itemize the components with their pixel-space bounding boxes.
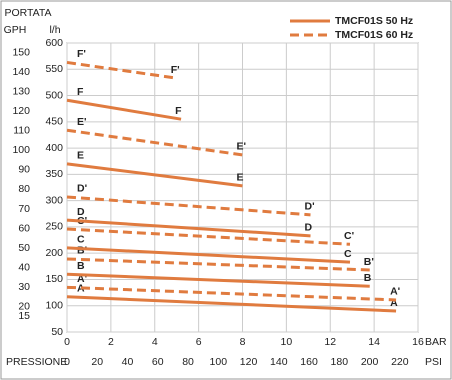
x2-tick-label: 100 [210,356,228,368]
x2-unit: PSI [425,356,442,368]
x2-tick-label: 60 [152,356,164,368]
x-tick-label: 12 [324,336,336,348]
y2-tick-label: 40 [18,261,30,273]
series-label: B' [364,256,374,268]
x-tick-label: 8 [240,336,246,348]
series-label: C [344,248,352,260]
series-line [66,128,243,157]
series-label: C' [344,230,354,242]
series-label: B' [77,245,87,257]
series-label: B [364,272,372,284]
series-label: A' [390,286,400,298]
x2-title: PRESSIONE [6,356,67,368]
x-tick-label: 14 [368,336,380,348]
y-tick-label: 500 [45,89,63,101]
series-label: D [305,222,313,234]
series-label: D' [77,183,87,195]
y2-tick-label: 100 [12,144,30,156]
y2-tick-label: 70 [18,203,30,215]
x2-tick-label: 80 [182,356,194,368]
y-title-top: PORTATA [4,7,51,19]
series-label: D' [305,201,315,213]
x2-tick-label: 120 [240,356,258,368]
x-tick-label: 6 [196,336,202,348]
y2-tick-label: 130 [12,86,30,98]
x2-tick-label: 20 [91,356,103,368]
x2-tick-label: 140 [270,356,288,368]
x2-tick-label: 0 [64,356,70,368]
y-tick-label: 400 [45,142,63,154]
series-label: A [390,297,398,309]
series-line [66,246,351,264]
series-line [66,257,370,272]
y-tick-label: 250 [45,221,63,233]
x2-tick-label: 40 [122,356,134,368]
series-label: A' [77,273,87,285]
y2-tick-label: 50 [18,242,30,254]
y-tick-label: 350 [45,168,63,180]
series-label: E' [237,141,247,153]
series-line [66,295,397,313]
y-tick-label: 550 [45,63,63,75]
y-tick-label: 150 [45,273,63,285]
legend-label: TMCF01S 50 Hz [335,15,413,27]
series-line [66,60,177,80]
series-label: F' [171,64,180,76]
x2-tick-label: 180 [331,356,349,368]
y-tick-label: 600 [45,37,63,49]
x-tick-label: 4 [152,336,158,348]
series-label: F [77,86,84,98]
y2-tick-label: 20 [18,300,30,312]
x-tick-label: 2 [108,336,114,348]
x2-tick-label: 160 [300,356,318,368]
y-tick-label: 300 [45,194,63,206]
y-title: l/h [49,24,60,36]
x-title: BAR [425,336,447,348]
x2-tick-label: 200 [361,356,379,368]
x-tick-label: 0 [64,336,70,348]
y2-tick-label: 110 [13,125,30,137]
y2-tick-label: 80 [18,183,30,195]
series-label: F' [77,48,86,60]
series-label: E [77,150,84,162]
series-label: C [77,234,85,246]
y2-tick-label: 15 [18,310,30,322]
x-tick-label: 10 [281,336,293,348]
y2-tick-label: 120 [12,105,30,117]
y2-tick-label: 30 [18,281,30,293]
y-tick-label: 100 [45,300,63,312]
series-label: B [77,260,85,272]
series-line [66,218,311,238]
legend-label: TMCF01S 60 Hz [335,29,413,41]
y-tick-label: 200 [45,247,63,259]
series-line [66,285,397,302]
series-label: F [175,105,182,117]
series-line [66,227,351,246]
y2-title: GPH [4,24,27,36]
series-line [66,195,311,217]
series-label: E' [77,116,87,128]
series-line [66,272,370,288]
y2-tick-label: 150 [12,47,30,59]
series-line [66,98,182,121]
y2-tick-label: 90 [18,164,30,176]
y2-tick-label: 60 [18,222,30,234]
series-label: E [237,172,244,184]
series-line [66,162,243,188]
x2-tick-label: 220 [391,356,409,368]
y-tick-label: 450 [45,116,63,128]
series-label: D [77,206,85,218]
x-tick-label: 16 [412,336,424,348]
y2-tick-label: 140 [12,66,30,78]
y-tick-label: 50 [51,326,63,338]
